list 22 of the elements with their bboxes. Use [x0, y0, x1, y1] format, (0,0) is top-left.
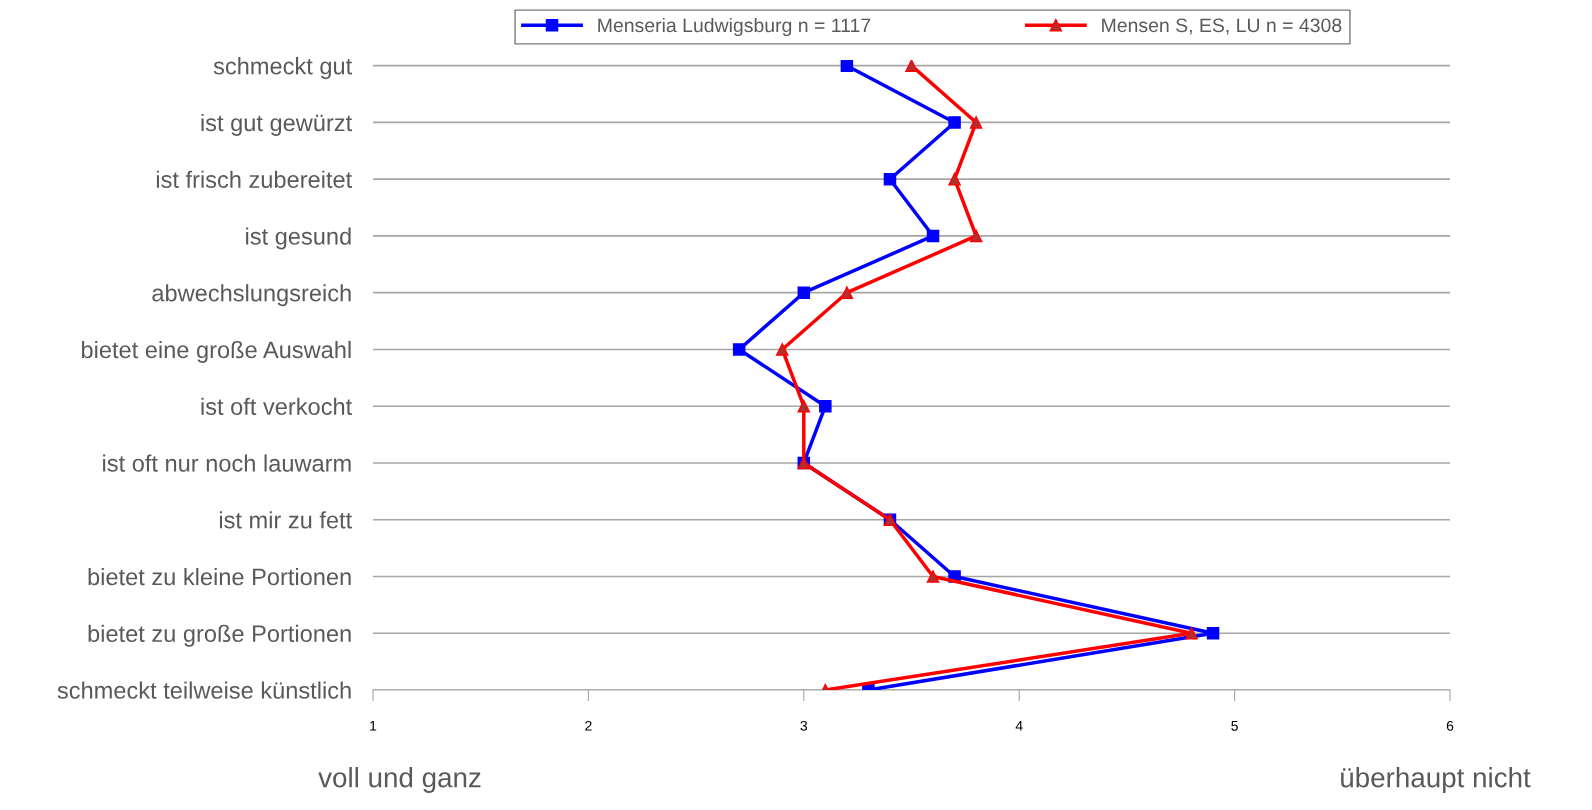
text: voll und ganz	[318, 767, 481, 793]
y-tick-label: ist gut gewürzt	[201, 113, 352, 136]
x-tick-label: 2	[585, 720, 592, 731]
y-tick-label: ist oft verkocht	[201, 397, 352, 415]
y-tick-label: bietet zu große Portionen	[88, 624, 351, 647]
y-tick-label: schmeckt teilweise künstlich	[57, 681, 351, 699]
y-tick-label: ist frisch zubereitet	[156, 170, 352, 188]
x-tick-label: 6	[1446, 720, 1454, 731]
y-tick-label: ist oft nur noch lauwarm	[103, 454, 351, 472]
x-tick-label: 5	[1231, 721, 1238, 731]
legend-label: Menseria Ludwigsburg n = 1117	[598, 17, 871, 37]
y-tick-label: schmeckt gut	[213, 57, 352, 80]
y-tick-label: bietet eine große Auswahl	[82, 340, 351, 363]
x-tick-label: 4	[1015, 721, 1023, 731]
x-tick-label: 1	[370, 721, 377, 731]
y-tick-label: abwechslungsreich	[152, 284, 351, 307]
y-tick-label: ist gesund	[246, 227, 351, 250]
y-tick-label: bietet zu kleine Portionen	[88, 567, 351, 586]
text: überhaupt nicht	[1341, 767, 1531, 793]
x-tick-label: 3	[800, 720, 808, 731]
legend-label: Mensen S, ES, LU n = 4308	[1102, 18, 1342, 35]
y-tick-label: ist mir zu fett	[219, 511, 352, 529]
